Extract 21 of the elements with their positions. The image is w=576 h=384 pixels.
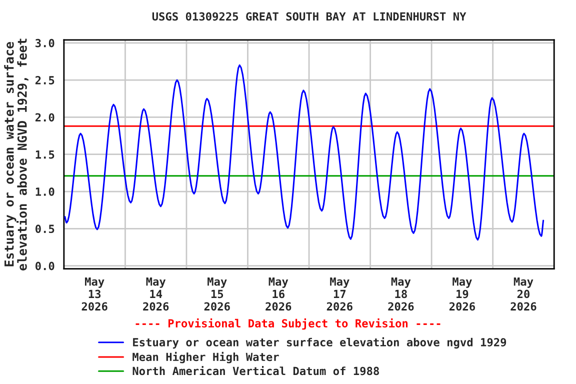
x-tick-label: May 14 2026 (143, 277, 169, 311)
y-tick-label: 2.0 (35, 113, 54, 122)
x-tick-label: May 20 2026 (510, 277, 536, 311)
y-tick-label: 2.5 (35, 76, 54, 84)
x-tick-label: May 15 2026 (204, 277, 230, 311)
x-tick-label: May 19 2026 (449, 277, 475, 311)
legend-label: Mean Higher High Water (132, 352, 279, 364)
y-tick-label: 0.0 (36, 262, 54, 270)
x-tick-label: May 16 2026 (266, 277, 292, 311)
y-tick-label: 0.5 (36, 224, 54, 234)
legend-label: North American Vertical Datum of 1988 (132, 366, 379, 376)
x-tick-label: May 18 2026 (388, 277, 414, 311)
y-tick-label: 1.5 (36, 150, 54, 159)
y-tick-label: 3.0 (36, 38, 54, 48)
y-tick-label: 1.0 (36, 187, 54, 196)
text: ---- Provisional Data Subject to Revision ---- (136, 318, 440, 330)
chart-title: USGS 01309225 GREAT SOUTH BAY AT LINDENHURST NY (152, 12, 466, 21)
x-tick-label: May 13 2026 (82, 277, 108, 311)
y-axis-title: Estuary or ocean water surface elevation above NGVD 1929, feet (4, 38, 28, 270)
x-tick-label: May 17 2026 (326, 277, 352, 311)
legend-label: Estuary or ocean water surface elevation above ngvd 1929 (133, 337, 506, 349)
